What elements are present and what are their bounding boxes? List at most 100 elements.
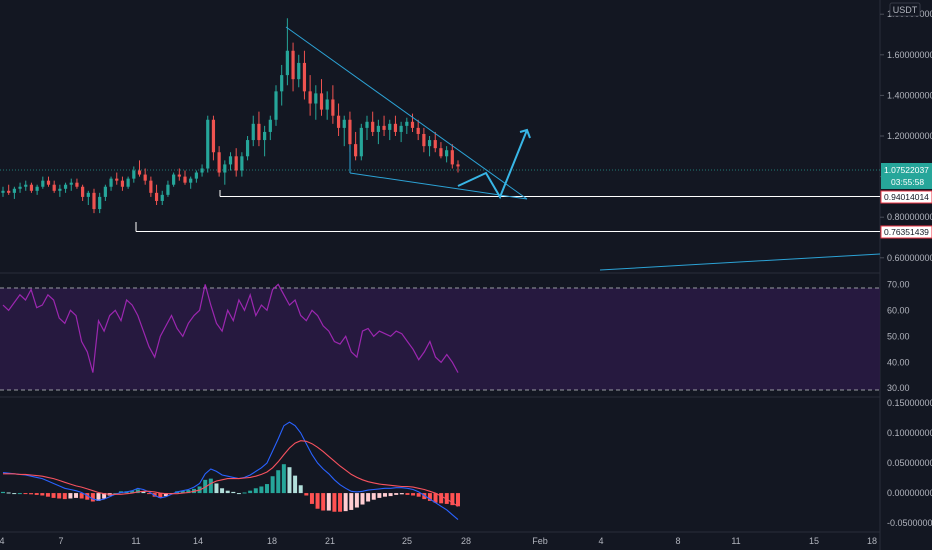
macd-histogram-bar bbox=[180, 490, 185, 494]
current-price-tag: 1.07522037 03:55:58 bbox=[881, 163, 932, 189]
currency-badge[interactable] bbox=[889, 2, 921, 17]
macd-histogram-bar bbox=[57, 493, 62, 499]
macd-histogram-bar bbox=[360, 493, 365, 505]
macd-histogram-bar bbox=[427, 493, 432, 501]
candle-body bbox=[371, 121, 375, 132]
rsi-line bbox=[2, 283, 459, 373]
macd-histogram-bar bbox=[377, 493, 382, 498]
candle-body bbox=[52, 184, 56, 191]
candle-body bbox=[98, 196, 102, 210]
time-tick-label: 18 bbox=[267, 536, 277, 546]
macd-histogram-bar bbox=[309, 493, 314, 504]
projection-path[interactable] bbox=[457, 129, 528, 200]
candle-body bbox=[109, 178, 113, 187]
time-tick-label: 25 bbox=[402, 536, 412, 546]
macd-histogram-bar bbox=[326, 493, 331, 511]
price-tick-label: 0.80000000 bbox=[887, 212, 932, 222]
macd-histogram-bar bbox=[293, 475, 298, 494]
candle-body bbox=[92, 192, 96, 210]
candles-group bbox=[1, 18, 460, 214]
candle-body bbox=[308, 91, 312, 104]
level-tag-lower-bg bbox=[880, 225, 932, 239]
time-tick-label: Feb bbox=[532, 536, 548, 546]
candle-body bbox=[331, 99, 335, 116]
candle-body bbox=[319, 93, 324, 110]
macd-histogram-bar bbox=[68, 493, 73, 499]
triangle-upper-line[interactable] bbox=[285, 26, 528, 200]
macd-histogram-bar bbox=[51, 493, 56, 498]
time-axis[interactable]: 4 7 11 14 18 21 25 28 Feb 4 8 11 15 18 bbox=[0, 536, 877, 546]
macd-histogram-bar bbox=[85, 493, 90, 500]
macd-histogram-bar bbox=[450, 493, 455, 506]
candle-body bbox=[422, 133, 426, 147]
candle-body bbox=[268, 119, 272, 132]
candle-body bbox=[172, 174, 176, 185]
candle-body bbox=[86, 192, 90, 197]
macd-histogram-bar bbox=[321, 493, 326, 511]
candle-body bbox=[336, 115, 341, 128]
level-tag-upper: 0.94014014 bbox=[880, 190, 932, 204]
candle-body bbox=[12, 188, 16, 193]
candle-body bbox=[257, 123, 261, 141]
macd-histogram-bar bbox=[79, 493, 84, 499]
macd-histogram-bar bbox=[231, 491, 236, 494]
candle-body bbox=[302, 62, 307, 92]
macd-group bbox=[1, 421, 460, 521]
macd-histogram-bar bbox=[6, 492, 11, 494]
level-tag-lower: 0.76351439 bbox=[880, 225, 932, 239]
macd-histogram-bar bbox=[265, 484, 270, 494]
current-price-value: 1.07522037 bbox=[884, 165, 929, 175]
macd-histogram-bar bbox=[214, 483, 219, 494]
candle-body bbox=[410, 121, 415, 128]
candle-body bbox=[24, 184, 28, 187]
macd-histogram-bar bbox=[102, 493, 107, 499]
macd-histogram-bar bbox=[343, 493, 348, 512]
macd-histogram-bar bbox=[130, 490, 135, 494]
macd-histogram-bar bbox=[354, 493, 359, 508]
macd-histogram-bar bbox=[371, 493, 376, 500]
macd-histogram-bar bbox=[236, 493, 241, 495]
candle-body bbox=[382, 125, 386, 130]
candle-body bbox=[115, 178, 119, 181]
macd-tick-label: 0.15000000 bbox=[887, 398, 932, 408]
level-tag-lower-value: 0.76351439 bbox=[884, 227, 929, 237]
macd-histogram-bar bbox=[163, 493, 168, 497]
time-tick-label: 21 bbox=[325, 536, 335, 546]
candle-body bbox=[223, 164, 227, 173]
macd-histogram-bar bbox=[338, 493, 343, 512]
candle-body bbox=[132, 170, 136, 179]
macd-histogram-bar bbox=[220, 488, 225, 494]
candle-body bbox=[399, 125, 403, 132]
macd-histogram-bar bbox=[248, 490, 253, 494]
time-tick-label: 7 bbox=[58, 536, 63, 546]
macd-histogram-bar bbox=[29, 493, 34, 495]
candle-body bbox=[376, 125, 380, 132]
candle-body bbox=[1, 190, 5, 193]
candle-body bbox=[143, 174, 147, 181]
projection-arrowhead bbox=[519, 128, 531, 139]
candle-body bbox=[217, 152, 221, 173]
macd-histogram-bar bbox=[394, 493, 399, 495]
candle-body bbox=[160, 194, 164, 201]
macd-histogram-bar bbox=[40, 493, 45, 496]
candle-body bbox=[280, 75, 284, 92]
candle-body bbox=[69, 182, 73, 185]
macd-histogram-bar bbox=[315, 493, 320, 509]
long-trendline[interactable] bbox=[599, 253, 881, 271]
candle-body bbox=[314, 93, 318, 104]
candle-body bbox=[274, 91, 278, 120]
level-tag-upper-bg bbox=[880, 190, 932, 204]
candle-body bbox=[194, 172, 198, 179]
candle-body bbox=[75, 182, 79, 187]
candle-body bbox=[149, 180, 153, 193]
candle-body bbox=[200, 168, 204, 173]
rsi-tick-label: 30.00 bbox=[887, 383, 910, 393]
macd-line bbox=[2, 421, 459, 521]
candle-body bbox=[206, 119, 210, 169]
time-tick-label: 14 bbox=[193, 536, 203, 546]
macd-histogram-bar bbox=[281, 464, 286, 494]
candle-body bbox=[297, 62, 301, 80]
macd-histogram-bar bbox=[405, 493, 410, 495]
candle-body bbox=[445, 150, 449, 157]
